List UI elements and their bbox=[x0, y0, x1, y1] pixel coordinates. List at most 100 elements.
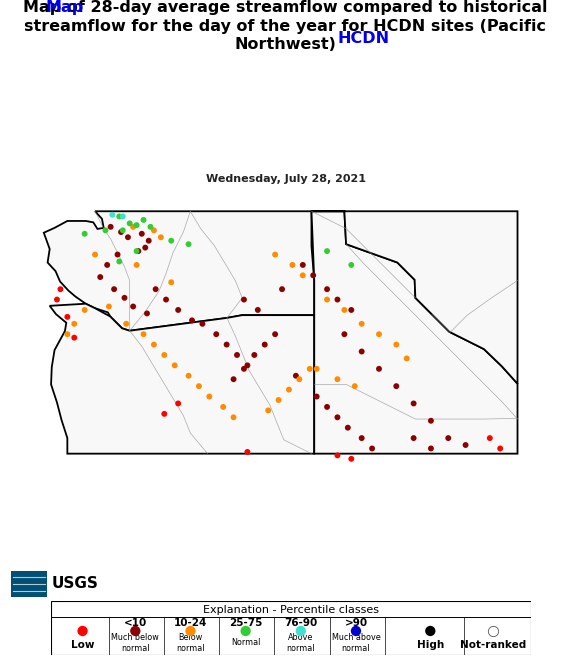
Point bbox=[70, 318, 79, 329]
Point bbox=[241, 626, 250, 636]
Point bbox=[409, 433, 418, 443]
Point bbox=[184, 370, 193, 381]
Point bbox=[142, 308, 151, 318]
Text: Explanation - Percentile classes: Explanation - Percentile classes bbox=[203, 605, 379, 615]
FancyBboxPatch shape bbox=[11, 571, 47, 597]
Point bbox=[174, 398, 183, 409]
Point bbox=[343, 422, 352, 433]
Point bbox=[187, 315, 196, 326]
Point bbox=[461, 440, 470, 450]
Point bbox=[174, 305, 183, 315]
Point bbox=[427, 443, 436, 454]
Point bbox=[392, 340, 401, 350]
Point bbox=[312, 392, 321, 402]
Point bbox=[118, 211, 127, 222]
Text: Wednesday, July 28, 2021: Wednesday, July 28, 2021 bbox=[206, 174, 365, 184]
Point bbox=[271, 329, 280, 340]
Point bbox=[205, 392, 214, 402]
Point bbox=[288, 260, 297, 270]
Point bbox=[222, 340, 231, 350]
Point bbox=[139, 329, 148, 340]
Point bbox=[250, 349, 259, 360]
Point bbox=[146, 222, 155, 232]
Point bbox=[323, 284, 332, 294]
Point bbox=[347, 453, 356, 464]
Point bbox=[296, 626, 305, 636]
Point bbox=[194, 381, 203, 392]
Point bbox=[90, 249, 99, 260]
Point bbox=[351, 626, 360, 636]
Point bbox=[156, 232, 166, 243]
Point bbox=[305, 364, 314, 374]
Point bbox=[116, 227, 126, 238]
Point bbox=[239, 364, 248, 374]
Point bbox=[347, 305, 356, 315]
Point bbox=[115, 256, 124, 266]
Text: Low: Low bbox=[71, 640, 94, 650]
Point bbox=[312, 364, 321, 374]
Point bbox=[162, 294, 171, 305]
Point bbox=[485, 433, 494, 443]
Polygon shape bbox=[44, 211, 314, 331]
Point bbox=[340, 305, 349, 315]
Point bbox=[368, 443, 377, 454]
Point bbox=[120, 293, 129, 303]
Point bbox=[80, 305, 89, 315]
Point bbox=[151, 284, 160, 294]
Point bbox=[184, 239, 193, 249]
Point bbox=[70, 332, 79, 343]
Point bbox=[123, 232, 132, 243]
Point bbox=[150, 225, 159, 236]
Point bbox=[333, 412, 342, 422]
Point bbox=[340, 329, 349, 340]
Text: Not-ranked: Not-ranked bbox=[460, 640, 526, 650]
Point bbox=[80, 228, 89, 239]
Point bbox=[125, 218, 134, 228]
Point bbox=[309, 270, 318, 280]
Point bbox=[108, 209, 117, 220]
Point bbox=[392, 381, 401, 392]
Point bbox=[375, 329, 384, 340]
Point bbox=[101, 225, 110, 236]
Polygon shape bbox=[311, 211, 517, 453]
Point bbox=[323, 294, 332, 305]
Point bbox=[150, 340, 159, 350]
Point bbox=[333, 294, 342, 305]
Point bbox=[53, 294, 62, 305]
Point bbox=[144, 236, 153, 246]
Point bbox=[232, 349, 242, 360]
Text: Much below
normal: Much below normal bbox=[111, 633, 159, 653]
Point bbox=[229, 412, 238, 422]
Point bbox=[118, 225, 127, 236]
Point bbox=[243, 447, 252, 457]
Point bbox=[253, 305, 262, 315]
Point bbox=[284, 384, 293, 395]
Point bbox=[219, 401, 228, 412]
Point bbox=[243, 360, 252, 370]
Point bbox=[186, 626, 195, 636]
Point bbox=[137, 228, 146, 239]
Point bbox=[134, 246, 143, 257]
Point bbox=[323, 401, 332, 412]
Point bbox=[63, 329, 72, 340]
Point bbox=[132, 246, 141, 257]
Point bbox=[426, 626, 435, 636]
Point bbox=[106, 222, 115, 232]
Point bbox=[496, 443, 505, 454]
Point bbox=[375, 364, 384, 374]
Point bbox=[488, 626, 497, 636]
Point bbox=[160, 349, 169, 360]
Text: <10: <10 bbox=[124, 618, 147, 628]
Point bbox=[128, 301, 138, 312]
Point bbox=[212, 329, 221, 340]
Point bbox=[131, 626, 140, 636]
Point bbox=[291, 370, 300, 381]
Point bbox=[229, 374, 238, 384]
Point bbox=[103, 260, 112, 270]
Point bbox=[122, 318, 131, 329]
Text: Map of 28-day average streamflow compared to historical
streamflow for the day o: Map of 28-day average streamflow compare… bbox=[23, 0, 548, 52]
Text: High: High bbox=[417, 640, 444, 650]
Point bbox=[110, 284, 119, 294]
Point bbox=[239, 294, 248, 305]
Point bbox=[357, 346, 366, 357]
